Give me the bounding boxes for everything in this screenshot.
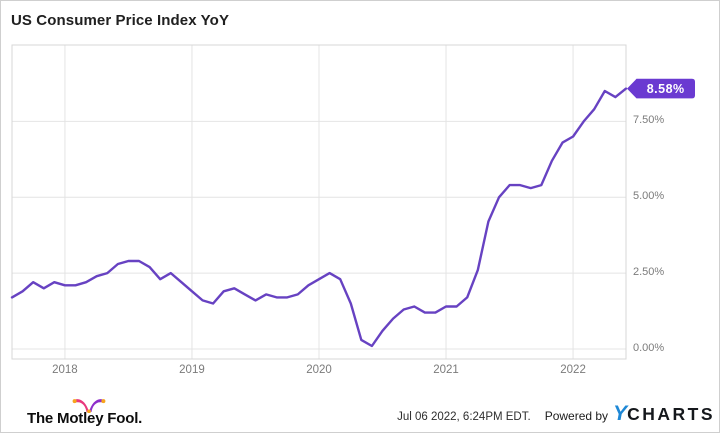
- y-tick-label: 7.50%: [633, 114, 665, 127]
- timestamp: Jul 06 2022, 6:24PM EDT.: [397, 411, 531, 423]
- x-tick-label: 2021: [433, 364, 459, 376]
- ycharts-wordmark: CHARTS: [627, 404, 715, 424]
- motley-fool-logo: The Motley Fool.: [27, 399, 143, 428]
- x-tick-label: 2019: [179, 364, 205, 376]
- last-value-badge: [627, 78, 695, 99]
- attribution-bar: Jul 06 2022, 6:24PM EDT. Powered by YCHA…: [397, 402, 715, 426]
- x-tick-label: 2022: [560, 364, 586, 376]
- y-tick-label: 0.00%: [633, 342, 665, 354]
- cpi-line: [10, 87, 628, 348]
- motley-fool-wordmark: The Motley Fool.: [27, 410, 143, 427]
- y-tick-label: 5.00%: [633, 190, 665, 203]
- ycharts-logo: YCHARTS: [613, 402, 715, 426]
- last-value-label: 8.58%: [647, 82, 685, 96]
- jester-hat-icon: [72, 399, 106, 413]
- powered-by-label: Powered by: [544, 409, 609, 423]
- x-tick-label: 2020: [306, 364, 332, 376]
- plot-border: [11, 44, 627, 360]
- ycharts-y-icon: Y: [613, 402, 628, 425]
- page-title: US Consumer Price Index YoY: [11, 12, 230, 29]
- x-tick-label: 2018: [52, 364, 78, 376]
- y-tick-label: 2.50%: [633, 266, 665, 279]
